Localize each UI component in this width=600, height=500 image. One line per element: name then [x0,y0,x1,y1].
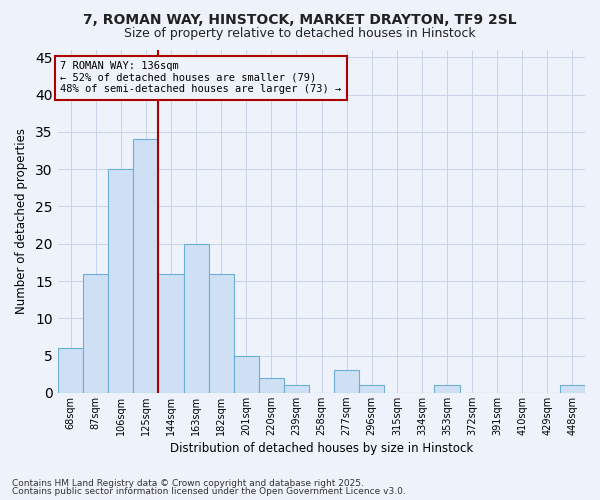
Bar [58,348,83,393]
Bar [184,244,209,393]
Bar [83,274,109,393]
Bar [158,274,184,393]
Bar [284,386,309,393]
Bar [334,370,359,393]
Bar [560,386,585,393]
Text: Contains HM Land Registry data © Crown copyright and database right 2025.: Contains HM Land Registry data © Crown c… [12,478,364,488]
Bar [359,386,384,393]
Text: Contains public sector information licensed under the Open Government Licence v3: Contains public sector information licen… [12,487,406,496]
Text: 7 ROMAN WAY: 136sqm
← 52% of detached houses are smaller (79)
48% of semi-detach: 7 ROMAN WAY: 136sqm ← 52% of detached ho… [60,61,341,94]
Y-axis label: Number of detached properties: Number of detached properties [15,128,28,314]
Bar [259,378,284,393]
Text: 7, ROMAN WAY, HINSTOCK, MARKET DRAYTON, TF9 2SL: 7, ROMAN WAY, HINSTOCK, MARKET DRAYTON, … [83,12,517,26]
X-axis label: Distribution of detached houses by size in Hinstock: Distribution of detached houses by size … [170,442,473,455]
Bar [209,274,234,393]
Bar [109,169,133,393]
Bar [434,386,460,393]
Text: Size of property relative to detached houses in Hinstock: Size of property relative to detached ho… [124,28,476,40]
Bar [133,140,158,393]
Bar [234,356,259,393]
